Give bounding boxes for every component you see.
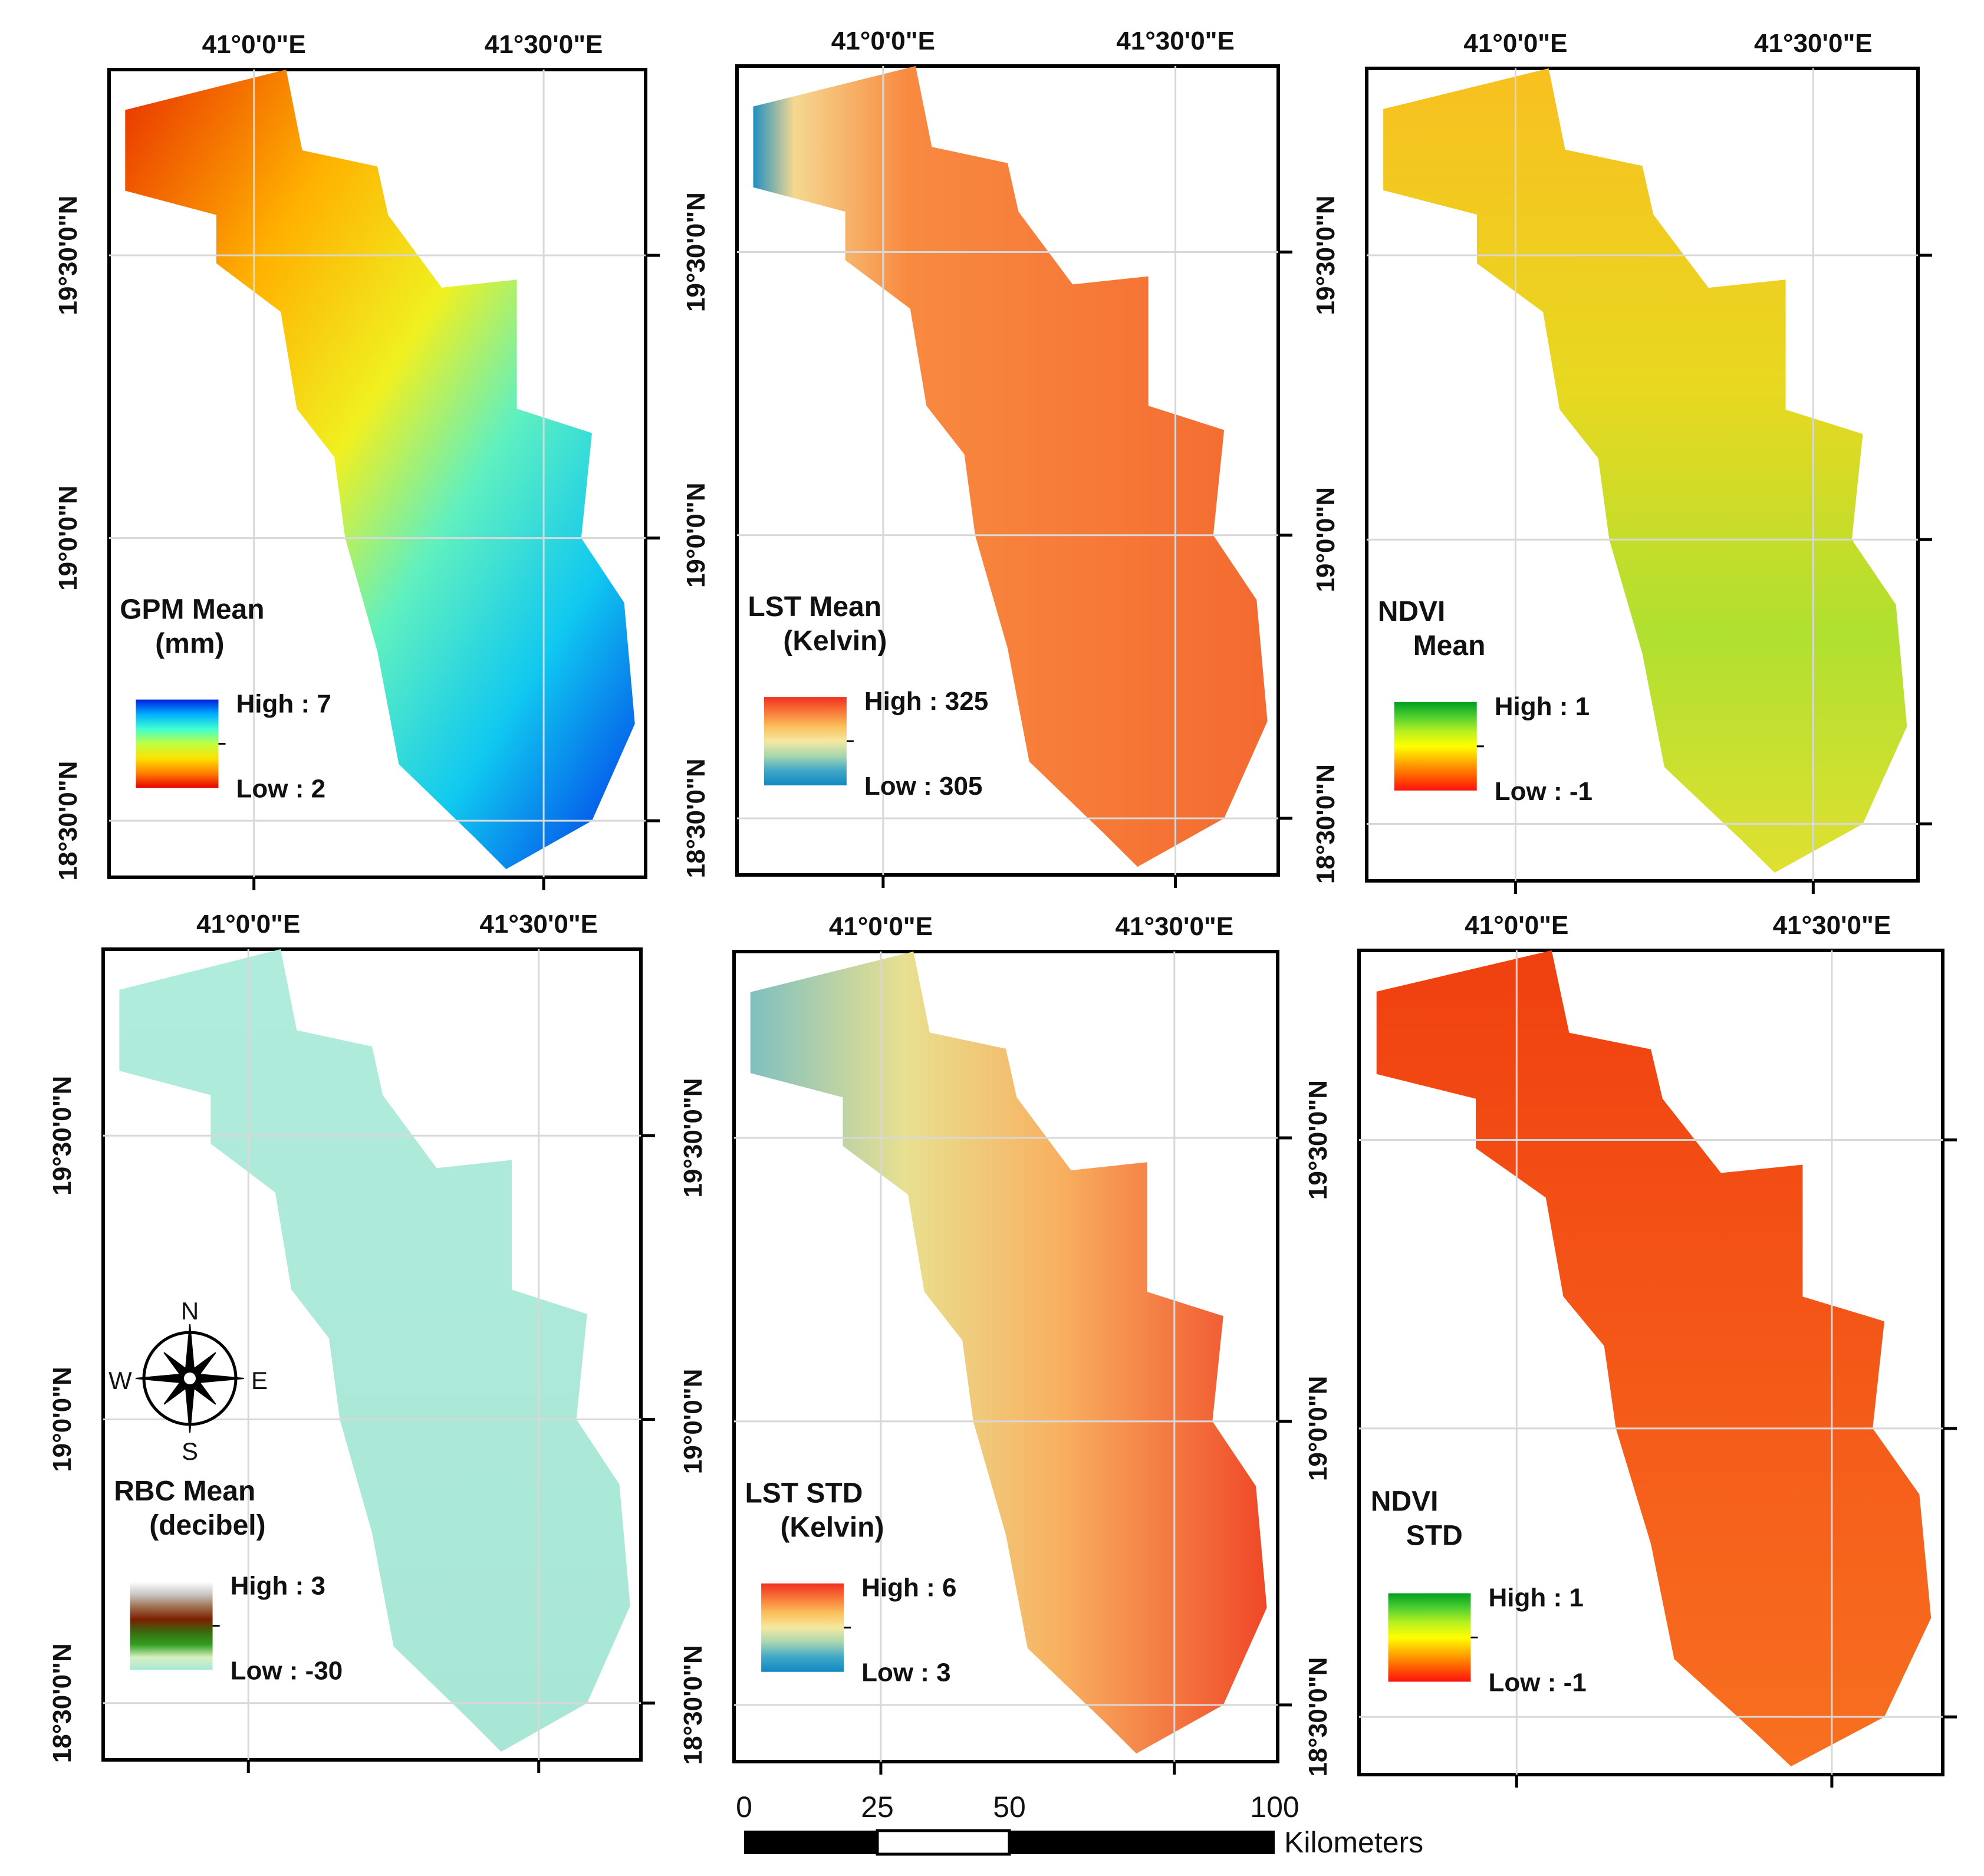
legend-title: NDVI <box>1378 596 1446 627</box>
longitude-label: 41°0'0"E <box>829 912 933 941</box>
legend-low-label: Low : 3 <box>861 1658 951 1687</box>
legend-subtitle: STD <box>1406 1520 1463 1552</box>
legend-low-label: Low : 305 <box>864 772 983 801</box>
scale-tick-0: 0 <box>736 1791 752 1824</box>
latitude-label: 19°30'0"N <box>48 1076 77 1196</box>
legend-subtitle: (Kelvin) <box>780 1512 884 1543</box>
legend-color-ramp <box>1388 1593 1471 1682</box>
longitude-label: 41°30'0"E <box>1773 911 1891 940</box>
longitude-label: 41°30'0"E <box>1754 29 1873 58</box>
latitude-label: 19°30'0"N <box>682 192 710 312</box>
latitude-label: 18°30'0"N <box>682 758 710 878</box>
longitude-label: 41°30'0"E <box>485 30 603 59</box>
scale-tick-50: 50 <box>993 1791 1026 1824</box>
legend-low-label: Low : -1 <box>1489 1668 1587 1697</box>
longitude-label: 41°0'0"E <box>1463 29 1567 58</box>
legend-low-label: Low : -30 <box>231 1657 343 1686</box>
legend-subtitle: (decibel) <box>149 1510 265 1541</box>
scale-bar: 0 25 50 100 Kilometers <box>736 1791 1423 1859</box>
compass-center <box>184 1373 196 1384</box>
legend-title: RBC Mean <box>114 1476 255 1507</box>
longitude-label: 41°0'0"E <box>1465 911 1568 940</box>
longitude-label: 41°30'0"E <box>1116 912 1234 941</box>
legend-high-label: High : 325 <box>864 687 988 716</box>
legend-high-label: High : 7 <box>236 690 331 719</box>
map-panel-5: 41°0'0"E 41°30'0"E 19°30'0"N 19°0'0"N 18°30'… <box>679 912 1292 1775</box>
latitude-label: 19°0'0"N <box>48 1367 77 1472</box>
latitude-label: 18°30'0"N <box>48 1643 77 1763</box>
scale-segment-3 <box>1009 1831 1275 1854</box>
legend-color-ramp <box>761 1583 844 1672</box>
legend-subtitle: (Kelvin) <box>783 626 887 657</box>
study-area-raster <box>119 949 630 1752</box>
map-panel-1: 41°0'0"E 41°30'0"E 19°30'0"N 19°0'0"N 18°30'… <box>54 30 660 890</box>
legend-high-label: High : 3 <box>231 1572 325 1601</box>
legend-high-label: High : 6 <box>861 1574 956 1602</box>
longitude-label: 41°0'0"E <box>196 910 300 939</box>
study-area-raster <box>750 952 1267 1754</box>
latitude-label: 18°30'0"N <box>54 761 83 881</box>
compass-label-w: W <box>108 1367 132 1394</box>
scale-unit-label: Kilometers <box>1284 1826 1423 1859</box>
legend-title: NDVI <box>1371 1486 1439 1518</box>
legend-title: LST Mean <box>748 591 881 623</box>
scale-tick-100: 100 <box>1250 1791 1299 1824</box>
legend-title: GPM Mean <box>120 594 264 626</box>
legend-color-ramp <box>130 1581 213 1670</box>
scale-segment-2 <box>876 1829 1011 1856</box>
longitude-label: 41°0'0"E <box>202 30 306 59</box>
latitude-label: 19°0'0"N <box>1311 487 1340 593</box>
compass-label-e: E <box>251 1367 268 1394</box>
legend-color-ramp <box>136 699 219 788</box>
latitude-label: 19°30'0"N <box>1304 1080 1332 1200</box>
study-area-raster <box>1383 68 1907 873</box>
legend-low-label: Low : -1 <box>1495 777 1593 806</box>
latitude-label: 19°30'0"N <box>1311 195 1340 315</box>
latitude-label: 18°30'0"N <box>1304 1657 1332 1777</box>
study-area-raster <box>125 70 635 870</box>
legend-color-ramp <box>764 697 847 786</box>
legend-color-ramp <box>1394 702 1477 791</box>
latitude-label: 18°30'0"N <box>1311 764 1340 884</box>
latitude-label: 18°30'0"N <box>679 1645 708 1765</box>
compass-label-n: N <box>181 1297 199 1325</box>
latitude-label: 19°0'0"N <box>1304 1376 1332 1482</box>
map-panel-6: 41°0'0"E 41°30'0"E 19°30'0"N 19°0'0"N 18°30'… <box>1304 911 1957 1788</box>
legend-title: LST STD <box>745 1477 863 1509</box>
longitude-label: 41°0'0"E <box>831 27 935 55</box>
latitude-label: 19°0'0"N <box>679 1369 708 1475</box>
legend-high-label: High : 1 <box>1495 692 1590 721</box>
study-area-raster <box>753 66 1268 867</box>
scale-tick-25: 25 <box>861 1791 894 1824</box>
study-area-raster <box>1376 950 1932 1766</box>
latitude-label: 19°30'0"N <box>54 196 83 315</box>
compass-rose-icon: N S E W <box>108 1297 268 1465</box>
map-panel-2: 41°0'0"E 41°30'0"E 19°30'0"N 19°0'0"N 18°30'… <box>682 27 1292 888</box>
longitude-label: 41°30'0"E <box>479 910 598 939</box>
legend-subtitle: (mm) <box>155 628 224 660</box>
legend-high-label: High : 1 <box>1489 1583 1584 1612</box>
compass-label-s: S <box>182 1437 198 1465</box>
latitude-label: 19°30'0"N <box>679 1078 708 1197</box>
legend-low-label: Low : 2 <box>236 775 326 804</box>
map-panel-4: 41°0'0"E 41°30'0"E 19°30'0"N 19°0'0"N 18°30'… <box>48 910 655 1773</box>
longitude-label: 41°30'0"E <box>1116 27 1235 55</box>
latitude-label: 19°0'0"N <box>682 482 710 588</box>
map-panel-3: 41°0'0"E 41°30'0"E 19°30'0"N 19°0'0"N 18°30'… <box>1311 29 1932 894</box>
legend-subtitle: Mean <box>1413 630 1486 661</box>
scale-segment-1 <box>744 1831 877 1854</box>
latitude-label: 19°0'0"N <box>54 485 83 591</box>
